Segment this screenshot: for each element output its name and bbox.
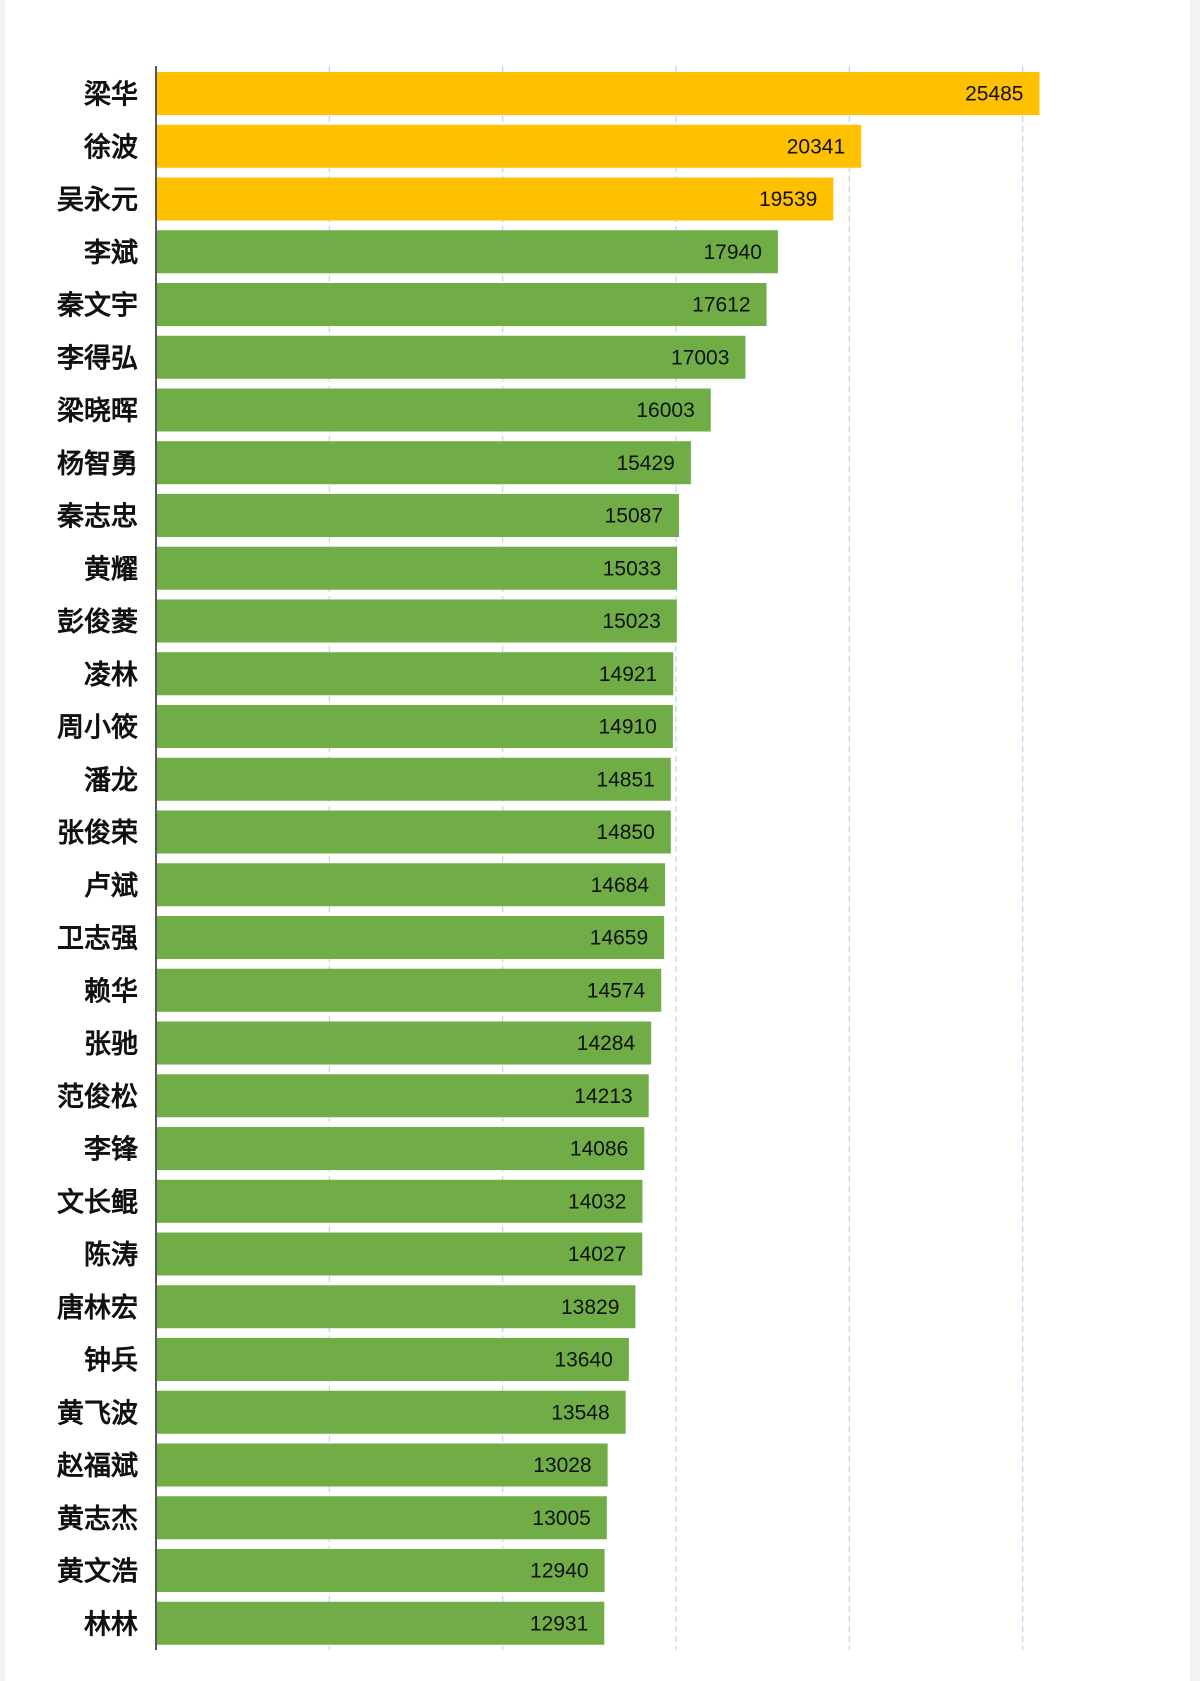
data-label: 14032 [568, 1190, 626, 1213]
bar [156, 177, 834, 221]
data-label: 14574 [587, 979, 646, 1002]
category-label: 黄文浩 [57, 1556, 138, 1588]
category-label: 赵福斌 [56, 1451, 138, 1482]
bar [156, 968, 662, 1012]
data-label: 14086 [570, 1138, 628, 1161]
category-label: 张驰 [84, 1029, 138, 1060]
bar [156, 1496, 607, 1540]
data-label: 13005 [532, 1507, 590, 1530]
category-label: 黄志杰 [57, 1504, 138, 1535]
bar [156, 441, 691, 485]
bar [156, 335, 746, 379]
bar [156, 1074, 649, 1118]
data-label: 13028 [533, 1454, 591, 1477]
data-label: 17003 [671, 346, 729, 369]
gridlines [328, 66, 1024, 1650]
bar [156, 863, 666, 907]
data-label: 14213 [574, 1085, 632, 1108]
bar [156, 599, 677, 643]
value-labels: 25485 20341 19539 17940 17612 17003 16003 15429… [530, 83, 1024, 1636]
category-label: 钟兵 [84, 1346, 138, 1377]
category-label: 梁华 [84, 79, 138, 111]
data-label: 14659 [590, 927, 648, 950]
category-label: 文长鲲 [57, 1186, 138, 1218]
category-label: 林林 [84, 1609, 138, 1640]
data-label: 19539 [759, 188, 817, 211]
data-label: 13548 [551, 1401, 609, 1424]
category-label: 杨智勇 [57, 449, 138, 480]
bar [156, 494, 680, 537]
data-label: 25485 [965, 83, 1023, 106]
bar [156, 1127, 645, 1170]
bar [156, 388, 711, 432]
bar [156, 1549, 605, 1592]
category-label: 卫志强 [57, 924, 138, 955]
category-label: 梁晓晖 [57, 396, 138, 427]
category-labels: 梁华徐波吴永元李斌秦文宇李得弘梁晓晖杨智勇秦志忠黄耀彭俊菱凌林周小筱潘龙张俊荣卢… [56, 79, 139, 1641]
bar-chart: 25485 20341 19539 17940 17612 17003 16003 15429… [56, 66, 1040, 1650]
category-label: 凌林 [84, 660, 138, 691]
category-label: 黄耀 [84, 554, 138, 585]
bar [156, 1021, 652, 1065]
category-label: 潘龙 [84, 765, 138, 796]
category-label: 黄飞波 [57, 1398, 139, 1429]
bar [156, 1443, 608, 1487]
bar [156, 230, 778, 274]
bar [156, 810, 671, 854]
data-label: 14684 [591, 874, 650, 897]
data-label: 13829 [561, 1296, 619, 1319]
data-label: 14027 [568, 1243, 626, 1266]
bar [156, 1390, 626, 1434]
category-label: 赖华 [84, 975, 138, 1007]
bar [156, 757, 671, 801]
category-label: 陈涛 [84, 1239, 138, 1271]
data-label: 17940 [704, 241, 762, 264]
data-label: 14921 [599, 663, 657, 686]
bars [156, 72, 1040, 1645]
bar [156, 1338, 629, 1381]
data-label: 15429 [616, 452, 674, 475]
data-label: 15033 [603, 557, 661, 580]
data-label: 14284 [577, 1032, 636, 1055]
data-label: 12940 [530, 1560, 588, 1583]
bar [156, 546, 678, 590]
data-label: 14850 [596, 821, 654, 844]
category-label: 范俊松 [57, 1081, 138, 1113]
category-label: 李锋 [83, 1135, 139, 1166]
category-label: 唐林宏 [57, 1292, 138, 1324]
bar [156, 1232, 643, 1276]
bar [156, 72, 1040, 115]
bar [156, 283, 767, 326]
bar [156, 916, 665, 959]
data-label: 17612 [692, 294, 750, 317]
category-label: 张俊荣 [57, 817, 138, 849]
category-label: 秦文宇 [56, 290, 138, 322]
category-label: 卢斌 [84, 871, 138, 902]
bar [156, 1601, 605, 1645]
bar [156, 652, 674, 696]
category-label: 吴永元 [57, 185, 138, 216]
data-label: 14910 [598, 716, 656, 739]
data-label: 20341 [787, 135, 845, 158]
category-label: 周小筱 [57, 712, 138, 744]
data-label: 14851 [596, 768, 654, 791]
data-label: 16003 [636, 399, 694, 422]
bar [156, 705, 673, 748]
data-label: 15087 [605, 505, 663, 528]
chart-panel: 25485 20341 19539 17940 17612 17003 16003 15429… [5, 0, 1190, 1681]
category-label: 徐波 [83, 131, 139, 163]
data-label: 12931 [530, 1612, 588, 1635]
bar [156, 124, 862, 168]
category-label: 李得弘 [56, 343, 138, 374]
category-label: 李斌 [83, 238, 138, 269]
data-label: 13640 [554, 1349, 612, 1372]
category-label: 彭俊菱 [57, 606, 138, 638]
data-label: 15023 [602, 610, 660, 633]
bar [156, 1179, 643, 1223]
category-label: 秦志忠 [56, 502, 138, 533]
bar [156, 1285, 636, 1329]
